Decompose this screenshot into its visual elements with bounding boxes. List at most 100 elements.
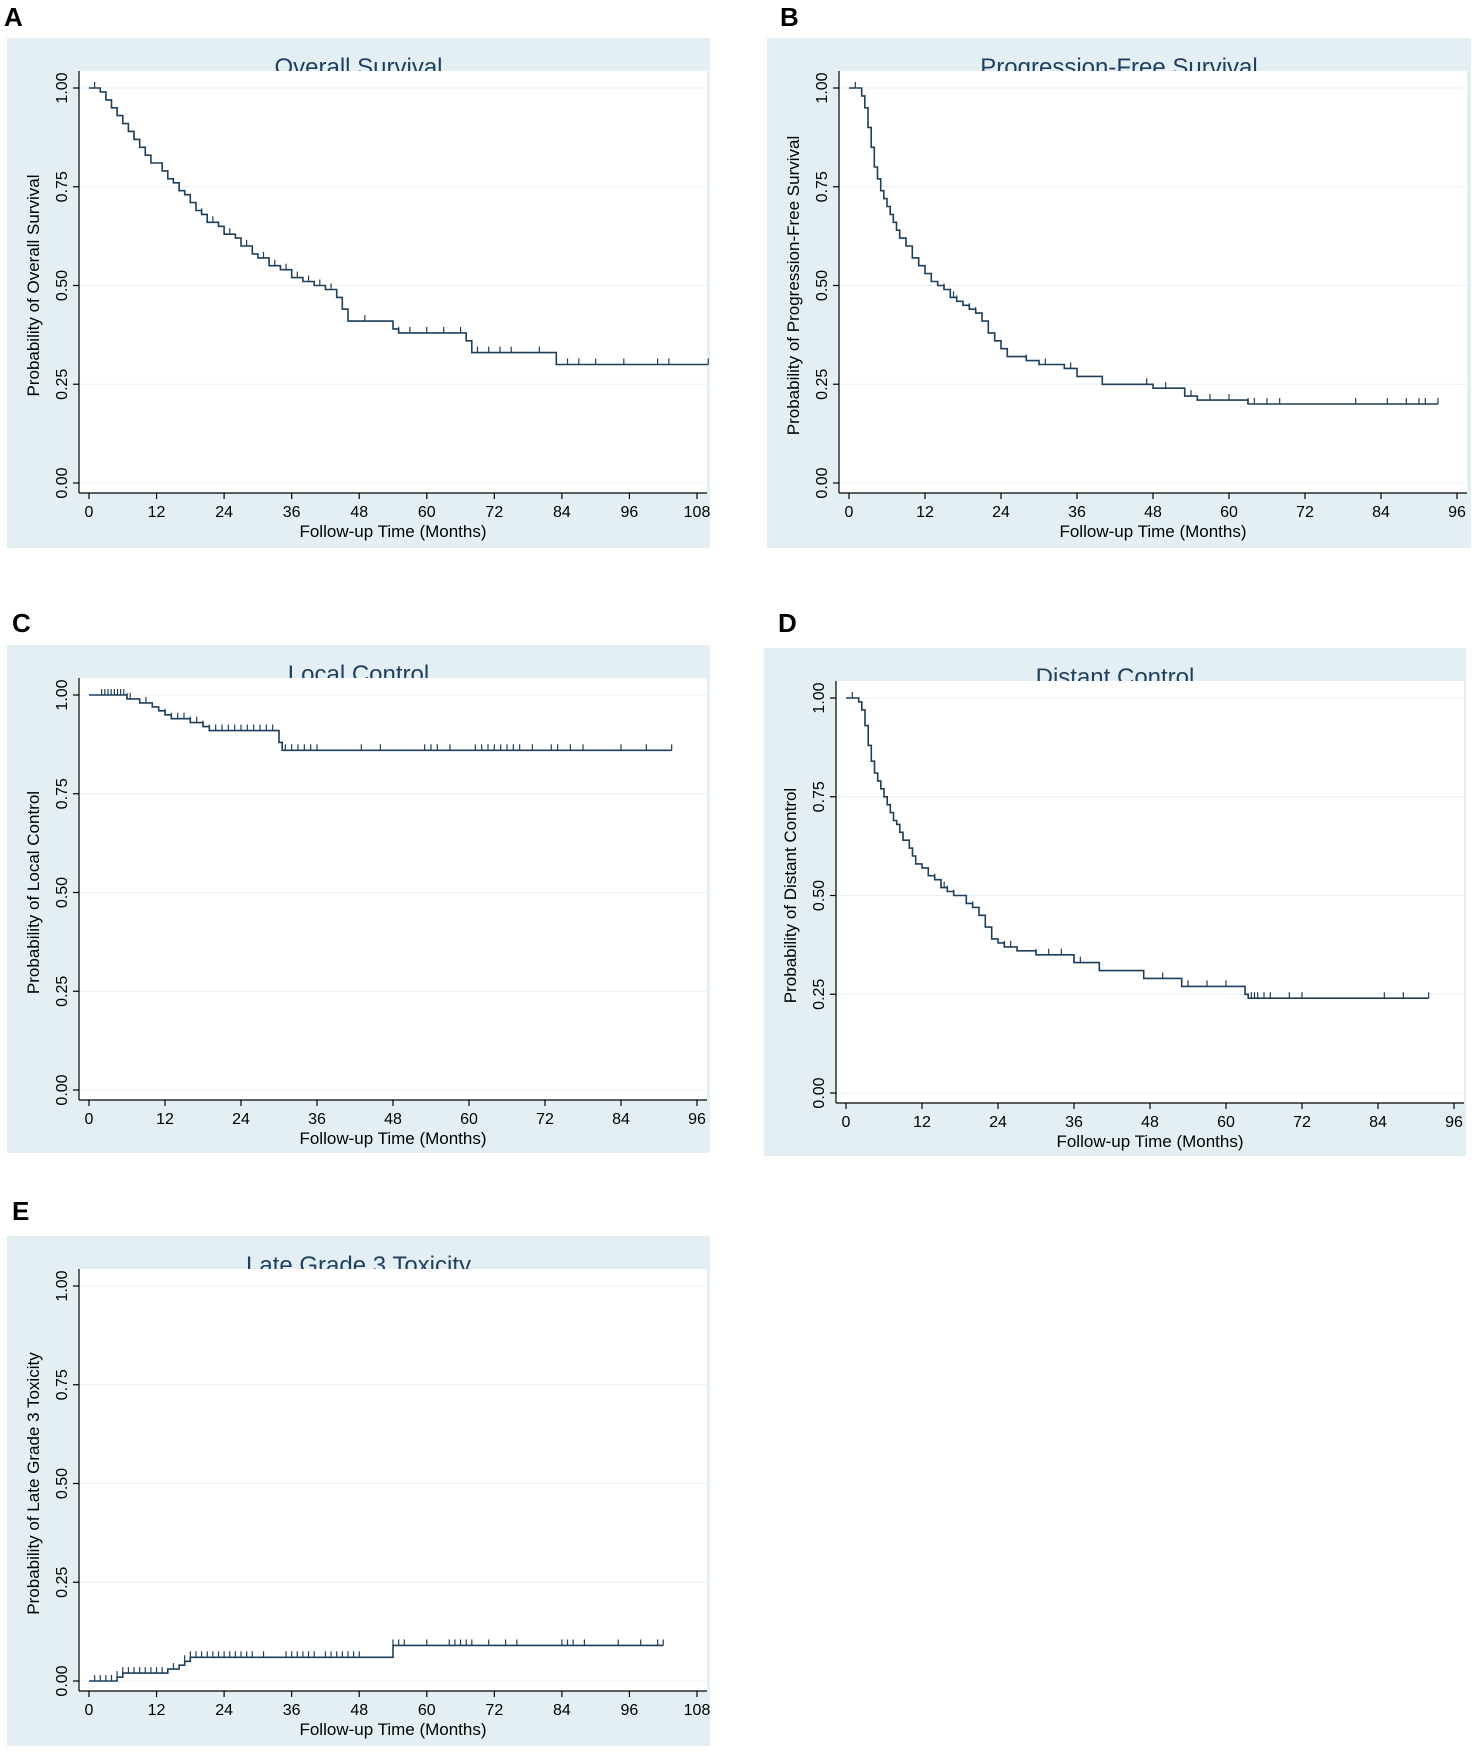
- x-tick-label: 84: [612, 1111, 630, 1128]
- y-tick-label: 1.00: [54, 72, 71, 103]
- y-tick-label: 1.00: [814, 72, 831, 103]
- y-tick-label: 0.50: [814, 270, 831, 301]
- x-tick-label: 24: [215, 1702, 233, 1719]
- panel-label-e: E: [12, 1196, 30, 1226]
- y-tick-label: 1.00: [54, 1270, 71, 1301]
- chart-panel-b: Progression-Free Survival 0.00 0.25 0.50 0.7…: [767, 38, 1471, 548]
- y-tick-label: 0.75: [811, 781, 828, 812]
- x-tick-label: 108: [684, 504, 710, 521]
- x-tick-label: 84: [553, 504, 571, 521]
- x-tick-label: 48: [1144, 504, 1162, 521]
- x-tick-label: 84: [1369, 1114, 1387, 1131]
- y-tick-label: 0.75: [54, 778, 71, 809]
- x-tick-label: 72: [1296, 504, 1314, 521]
- y-axis-label: Probability of Late Grade 3 Toxicity: [24, 1352, 43, 1615]
- chart-panel-d: Distant Control 0.00 0.25 0.50 0.75 1.00 0 12 24…: [764, 648, 1466, 1156]
- x-tick-label: 72: [485, 1702, 503, 1719]
- x-axis-label: Follow-up Time (Months): [1056, 1132, 1243, 1151]
- x-tick-label: 24: [215, 504, 233, 521]
- y-tick-label: 0.00: [54, 1665, 71, 1696]
- x-axis-label: Follow-up Time (Months): [299, 1129, 486, 1148]
- x-tick-label: 72: [1293, 1114, 1311, 1131]
- x-tick-label: 48: [1141, 1114, 1159, 1131]
- x-axis-label: Follow-up Time (Months): [1059, 522, 1246, 541]
- panel-label-b: B: [780, 2, 799, 32]
- y-tick-label: 1.00: [811, 682, 828, 713]
- panel-label-c: C: [12, 608, 31, 638]
- x-tick-label: 60: [1217, 1114, 1235, 1131]
- x-tick-label: 12: [148, 1702, 166, 1719]
- x-tick-label: 96: [621, 504, 639, 521]
- x-tick-label: 36: [283, 1702, 301, 1719]
- x-tick-label: 84: [1372, 504, 1390, 521]
- x-tick-label: 24: [989, 1114, 1007, 1131]
- km-chart-late-grade-3-toxicity: Late Grade 3 Toxicity0.000.250.500.751.0…: [24, 1252, 710, 1739]
- plot-area: [79, 1269, 707, 1691]
- y-tick-label: 0.50: [54, 270, 71, 301]
- x-tick-label: 60: [460, 1111, 478, 1128]
- x-tick-label: 72: [536, 1111, 554, 1128]
- x-tick-label: 72: [485, 504, 503, 521]
- x-tick-label: 24: [992, 504, 1010, 521]
- x-tick-label: 0: [85, 1702, 94, 1719]
- y-tick-label: 0.25: [54, 369, 71, 400]
- x-tick-label: 0: [845, 504, 854, 521]
- y-tick-label: 0.75: [54, 171, 71, 202]
- x-tick-label: 48: [350, 504, 368, 521]
- x-tick-label: 48: [350, 1702, 368, 1719]
- y-tick-label: 0.00: [814, 467, 831, 498]
- y-axis-label: Probability of Overall Survival: [24, 174, 43, 396]
- x-tick-label: 36: [1068, 504, 1086, 521]
- plot-area: [79, 678, 707, 1100]
- y-tick-label: 0.00: [811, 1077, 828, 1108]
- x-tick-label: 0: [85, 1111, 94, 1128]
- y-tick-label: 0.50: [811, 880, 828, 911]
- y-axis-label: Probability of Local Control: [24, 791, 43, 994]
- x-tick-label: 12: [913, 1114, 931, 1131]
- y-tick-label: 0.75: [54, 1369, 71, 1400]
- x-tick-label: 84: [553, 1702, 571, 1719]
- x-tick-label: 24: [232, 1111, 250, 1128]
- y-tick-label: 0.00: [54, 1074, 71, 1105]
- x-tick-label: 60: [1220, 504, 1238, 521]
- x-tick-label: 36: [1065, 1114, 1083, 1131]
- x-axis-label: Follow-up Time (Months): [299, 1720, 486, 1739]
- x-tick-label: 12: [148, 504, 166, 521]
- x-tick-label: 0: [842, 1114, 851, 1131]
- plot-area: [79, 71, 707, 493]
- y-tick-label: 0.00: [54, 467, 71, 498]
- chart-panel-e: Late Grade 3 Toxicity 0.00 0.25 0.50 0.75 1.0…: [7, 1236, 710, 1746]
- y-axis-label: Probability of Progression-Free Survival: [784, 136, 803, 436]
- y-tick-label: 0.25: [54, 976, 71, 1007]
- x-axis-label: Follow-up Time (Months): [299, 522, 486, 541]
- chart-panel-c: Local Control 0.00 0.25 0.50 0.75 1.00 0 12 24 36…: [7, 645, 710, 1153]
- panel-label-d: D: [778, 608, 797, 638]
- plot-area: [836, 681, 1464, 1103]
- x-tick-label: 60: [418, 504, 436, 521]
- x-tick-label: 48: [384, 1111, 402, 1128]
- x-tick-label: 96: [1445, 1114, 1463, 1131]
- survival-curve: [89, 87, 709, 366]
- plot-area: [839, 71, 1467, 493]
- x-tick-label: 96: [621, 1702, 639, 1719]
- y-tick-label: 0.25: [54, 1567, 71, 1598]
- x-tick-label: 96: [688, 1111, 706, 1128]
- y-tick-label: 1.00: [54, 679, 71, 710]
- x-tick-label: 60: [418, 1702, 436, 1719]
- y-axis-label: Probability of Distant Control: [781, 788, 800, 1003]
- x-tick-label: 36: [283, 504, 301, 521]
- panel-label-a: A: [4, 2, 23, 32]
- y-tick-label: 0.25: [811, 979, 828, 1010]
- survival-curve: [89, 1644, 664, 1682]
- x-tick-label: 0: [85, 504, 94, 521]
- x-tick-label: 96: [1448, 504, 1466, 521]
- y-tick-label: 0.75: [814, 171, 831, 202]
- chart-panel-a: Overall Survival 0.00 0.25 0.50 0.75 1.00 0 12 2…: [7, 38, 710, 548]
- x-tick-label: 108: [684, 1702, 710, 1719]
- y-tick-label: 0.25: [814, 369, 831, 400]
- x-tick-label: 36: [308, 1111, 326, 1128]
- km-chart-progression-free-survival: Progression-Free Survival0.000.250.500.7…: [784, 54, 1467, 541]
